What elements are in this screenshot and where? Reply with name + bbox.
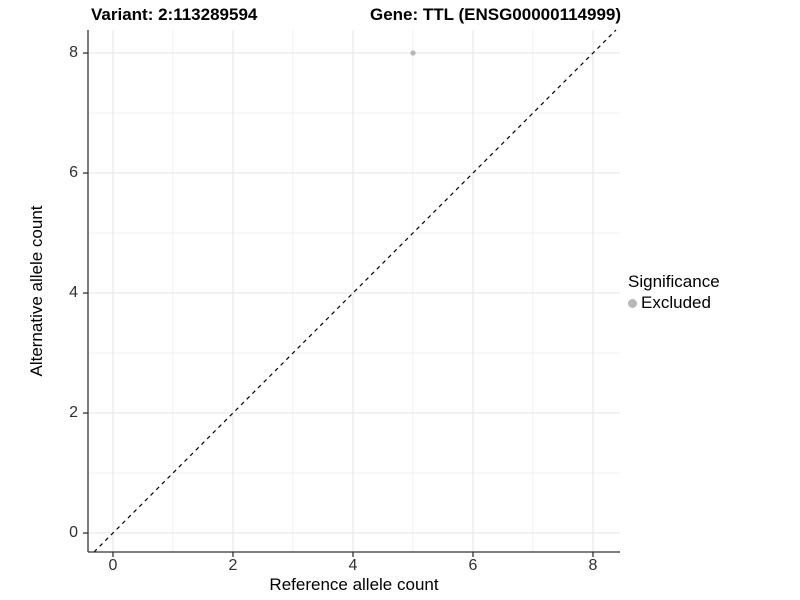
x-tick-label: 6: [468, 557, 478, 574]
y-tick-label: 6: [69, 164, 78, 181]
excluded-point-icon: [628, 298, 637, 308]
y-axis-title: Alternative allele count: [27, 205, 46, 377]
plot-title-variant: Variant: 2:113289594: [91, 5, 258, 24]
y-tick-label: 4: [69, 284, 78, 301]
identity-reference-line: [93, 29, 617, 553]
x-axis-title: Reference allele count: [269, 575, 439, 594]
x-tick-label: 8: [588, 557, 598, 574]
y-tick-label: 8: [69, 44, 78, 61]
plot-title-gene: Gene: TTL (ENSG00000114999): [370, 5, 622, 24]
y-tick-label: 0: [69, 524, 78, 541]
x-tick-label: 2: [228, 557, 238, 574]
legend-item-excluded: Excluded: [628, 293, 720, 313]
y-tick-label: 2: [69, 404, 78, 421]
x-tick-label: 0: [108, 557, 118, 574]
data-point: [410, 50, 416, 56]
legend: Significance Excluded: [628, 272, 720, 313]
legend-title: Significance: [628, 272, 720, 291]
x-tick-label: 4: [348, 557, 358, 574]
legend-item-label: Excluded: [641, 293, 711, 312]
